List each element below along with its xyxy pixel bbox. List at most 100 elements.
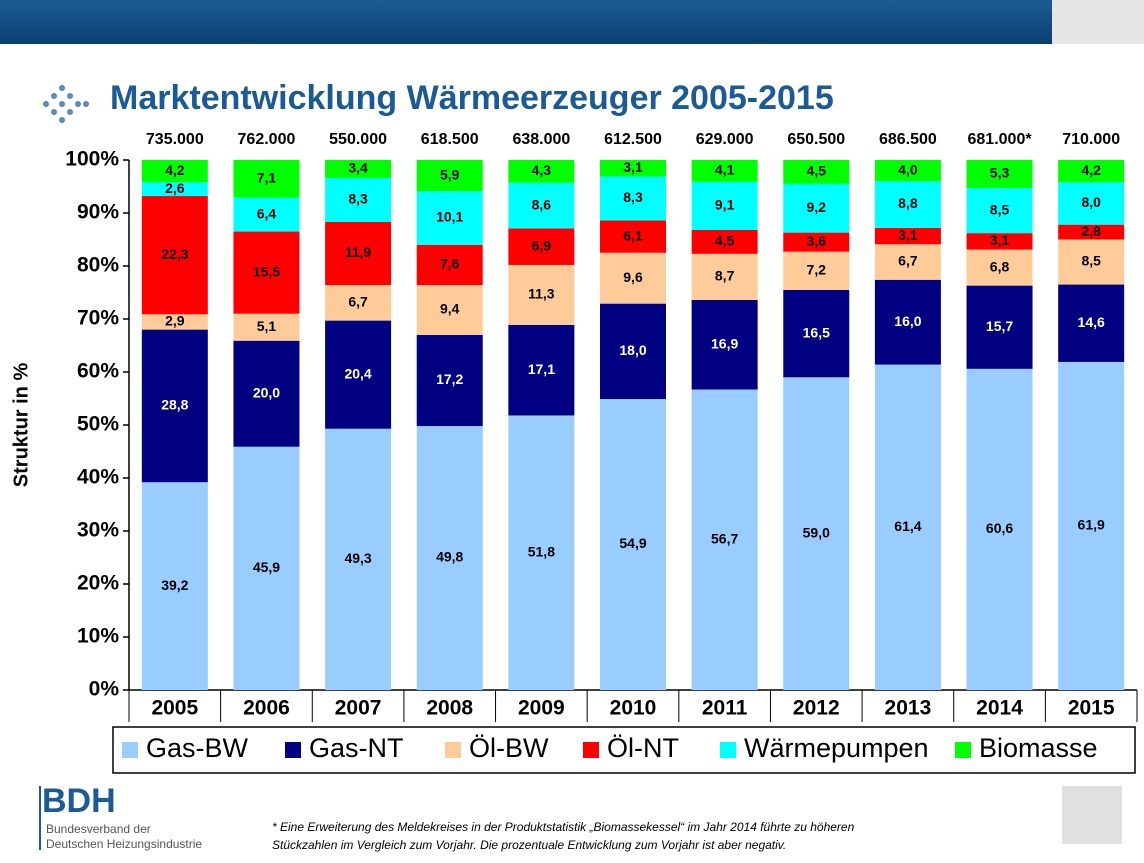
legend-swatch [955, 742, 971, 758]
value-label: 20,4 [344, 365, 371, 381]
bar-segment [874, 181, 941, 228]
y-tick-label: 0% [89, 678, 120, 701]
bar-segment [783, 160, 850, 184]
value-label: 4,0 [898, 161, 918, 177]
x-tick-label: 2010 [610, 697, 657, 720]
total-label: 618.500 [421, 131, 479, 148]
x-tick-label: 2014 [976, 697, 1023, 720]
x-tick-label: 2012 [793, 697, 840, 720]
bar-segment [691, 229, 758, 254]
x-tick-label: 2015 [1068, 697, 1115, 720]
value-label: 3,6 [807, 233, 827, 249]
bar-segment [783, 251, 850, 290]
value-label: 6,7 [898, 253, 918, 269]
total-label: 735.000 [146, 131, 204, 148]
bar-segment [141, 329, 208, 483]
chart-title: Marktentwicklung Wärmeerzeuger 2005-2015 [110, 79, 834, 117]
value-label: 7,1 [257, 170, 277, 186]
value-label: 8,8 [898, 195, 918, 211]
value-label: 49,3 [344, 550, 371, 566]
value-label: 6,9 [532, 237, 552, 253]
bar-segment [325, 285, 392, 321]
bar-segment [416, 244, 483, 286]
value-label: 3,1 [898, 227, 918, 243]
value-label: 2,6 [165, 180, 185, 196]
legend-label: Gas-NT [309, 733, 404, 763]
bar-segment [508, 160, 575, 183]
value-label: 59,0 [803, 524, 830, 540]
legend-swatch [122, 742, 138, 758]
value-label: 16,5 [803, 324, 830, 340]
value-label: 39,2 [161, 577, 188, 593]
bar-segment [508, 324, 575, 416]
bar-segment [141, 482, 208, 690]
bar-segment [416, 426, 483, 690]
plot: 0% 10% 20% 30% 40% 50% 60% 70% 80% 90% 100% 2005 735… [65, 131, 1138, 763]
value-label: 9,2 [807, 199, 827, 215]
logo-line: Deutschen Heizungsindustrie [46, 837, 202, 851]
bar-segment [1058, 160, 1125, 183]
bar-segment [691, 389, 758, 690]
bar-segment [600, 160, 666, 177]
value-label: 45,9 [253, 559, 280, 575]
value-label: 18,0 [619, 342, 646, 358]
bar-segment [691, 299, 758, 390]
total-label: 638.000 [512, 131, 570, 148]
bar-segment [874, 279, 941, 365]
bar-segment [966, 188, 1033, 234]
bar-segment [600, 176, 666, 221]
bar-segment [783, 183, 850, 233]
total-label: 710.000 [1062, 131, 1120, 148]
y-tick-label: 30% [77, 519, 119, 542]
value-label: 8,5 [1081, 253, 1101, 269]
bar-segment [325, 178, 392, 223]
bar-segment [325, 222, 392, 286]
value-label: 6,7 [348, 294, 368, 310]
x-tick-label: 2011 [702, 697, 748, 720]
bar-segment [691, 253, 758, 300]
bar-segment [1058, 284, 1125, 362]
logo-line: Bundesverband der [46, 822, 151, 836]
value-label: 8,3 [348, 191, 368, 207]
value-label: 4,5 [807, 163, 827, 179]
bar-segment [783, 232, 850, 252]
bar-segment [1058, 239, 1125, 285]
bar-segment [416, 285, 483, 335]
value-label: 9,4 [440, 301, 460, 317]
value-label: 5,1 [257, 318, 277, 334]
bar-segment [874, 364, 941, 690]
value-label: 9,1 [715, 197, 735, 213]
bar-segment [141, 196, 208, 315]
value-label: 60,6 [986, 520, 1013, 536]
value-label: 3,1 [990, 232, 1010, 248]
value-label: 7,2 [807, 261, 827, 277]
value-label: 14,6 [1078, 314, 1105, 330]
y-tick-label: 50% [77, 413, 119, 436]
value-label: 61,9 [1078, 517, 1105, 533]
x-tick-label: 2008 [426, 697, 473, 720]
value-label: 20,0 [253, 384, 280, 400]
value-label: 8,0 [1081, 194, 1101, 210]
y-tick-label: 40% [77, 466, 119, 489]
value-label: 5,3 [990, 165, 1010, 181]
footer-deco [1062, 786, 1122, 844]
value-label: 10,1 [436, 209, 463, 225]
bar-segment [874, 244, 941, 280]
bar-segment [416, 334, 483, 427]
value-label: 2,8 [1081, 223, 1101, 239]
value-label: 8,5 [990, 201, 1010, 217]
bar-segment [233, 197, 300, 232]
bar-segment [966, 249, 1033, 286]
value-label: 3,4 [348, 160, 368, 176]
legend-label: Gas-BW [146, 733, 249, 763]
total-label: 629.000 [696, 131, 754, 148]
bar-segment [508, 228, 575, 265]
value-label: 9,6 [623, 269, 643, 285]
footnote: * Eine Erweiterung des Meldekreises in d… [272, 820, 855, 834]
bar-segment [141, 160, 208, 183]
bar-segment [508, 415, 575, 690]
legend-swatch [445, 742, 461, 758]
value-label: 2,9 [165, 313, 185, 329]
total-label: 550.000 [329, 131, 387, 148]
